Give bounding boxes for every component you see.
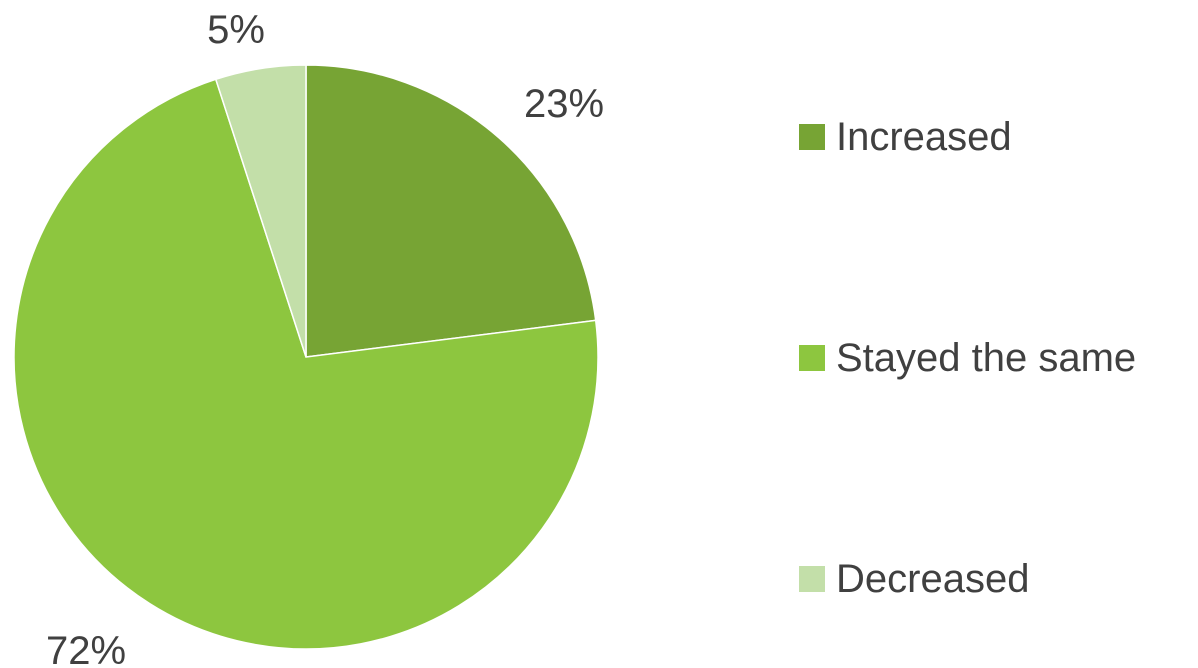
legend-swatch-decreased: [799, 566, 825, 592]
legend-label-stayed-the-same: Stayed the same: [836, 336, 1137, 380]
legend-label-increased: Increased: [836, 115, 1012, 159]
pie-data-labels: 23% 72% 5%: [46, 8, 604, 668]
pie-slices: [13, 64, 599, 650]
data-label-stayed-the-same: 72%: [46, 629, 126, 668]
legend-swatch-stayed-the-same: [799, 345, 825, 371]
data-label-decreased: 5%: [207, 8, 265, 52]
legend-item-increased: Increased: [799, 114, 1012, 160]
pie-slice-stayed-the-same: [13, 78, 599, 650]
legend-label-decreased: Decreased: [836, 557, 1030, 601]
legend-swatch-increased: [799, 124, 825, 150]
data-label-increased: 23%: [524, 82, 604, 126]
chart-legend: Increased Stayed the same Decreased: [799, 0, 1194, 668]
pie-slice-decreased: [214, 64, 307, 358]
legend-item-stayed-the-same: Stayed the same: [799, 335, 1136, 381]
legend-item-decreased: Decreased: [799, 556, 1029, 602]
pie-slice-increased: [305, 64, 597, 358]
